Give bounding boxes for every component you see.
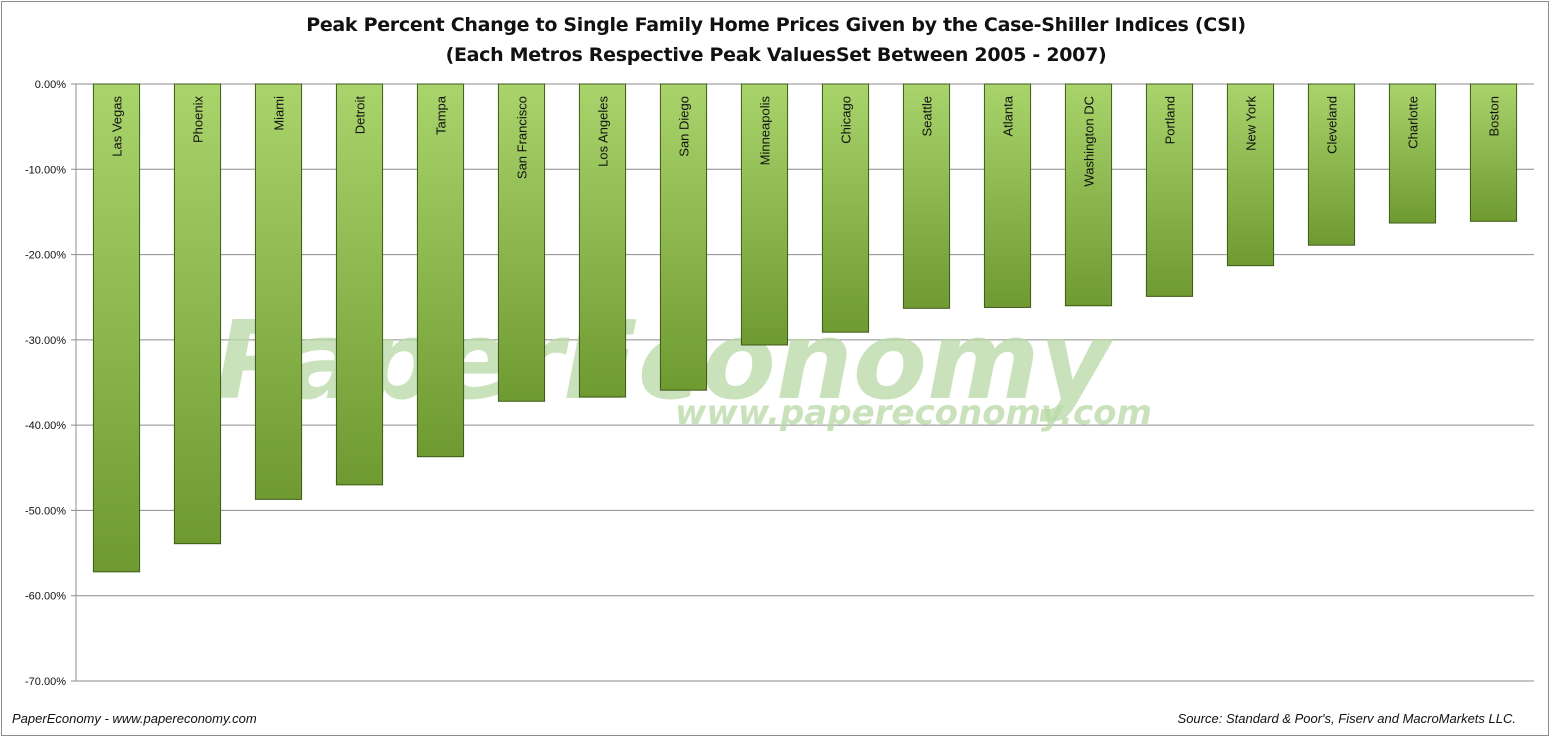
bar-washington-dc xyxy=(1064,83,1113,307)
category-label: San Diego xyxy=(677,96,692,157)
chart-subtitle: (Each Metros Respective Peak ValuesSet B… xyxy=(445,44,1107,66)
bar-cleveland xyxy=(1307,83,1356,246)
category-label: Chicago xyxy=(839,96,854,144)
bar-chicago xyxy=(821,83,870,333)
bar-boston xyxy=(1469,83,1518,222)
gridlines xyxy=(76,83,1534,682)
category-label: Los Angeles xyxy=(596,96,611,167)
y-tick-label: -10.00% xyxy=(25,164,66,176)
y-tick-label: -20.00% xyxy=(25,250,66,262)
bar-minneapolis xyxy=(740,83,789,346)
footer-source: Source: Standard & Poor's, Fiserv and Ma… xyxy=(1177,711,1516,726)
bar-tampa xyxy=(416,83,465,458)
y-tick-label: -40.00% xyxy=(25,420,66,432)
bar-los-angeles xyxy=(578,83,627,398)
bar-phoenix xyxy=(173,83,222,545)
category-label: Las Vegas xyxy=(110,96,125,157)
bar-new-york xyxy=(1226,83,1275,267)
y-tick-label: 0.00% xyxy=(35,79,66,91)
watermark-url: www.papereconomy.com xyxy=(675,393,1152,433)
y-tick-label: -70.00% xyxy=(25,676,66,688)
category-label: Charlotte xyxy=(1406,96,1421,149)
category-label: Detroit xyxy=(353,96,368,135)
y-tick-label: -30.00% xyxy=(25,335,66,347)
bar-san-francisco xyxy=(497,83,546,402)
y-axis: 0.00% -10.00% -20.00% -30.00% -40.00% -50.00%… xyxy=(25,79,77,688)
y-tick-label: -60.00% xyxy=(25,591,66,603)
bar-detroit xyxy=(335,83,384,486)
category-label: Tampa xyxy=(434,95,449,135)
bar-charlotte xyxy=(1388,83,1437,224)
category-label: San Francisco xyxy=(515,96,530,179)
chart-title: Peak Percent Change to Single Family Hom… xyxy=(306,14,1246,36)
bar-las-vegas xyxy=(92,83,141,573)
category-label: Washington DC xyxy=(1082,96,1097,187)
category-label: Boston xyxy=(1487,96,1502,136)
category-label: Seattle xyxy=(920,96,935,136)
bar-seattle xyxy=(902,83,951,309)
category-label: New York xyxy=(1244,96,1259,151)
bar-san-diego xyxy=(659,83,708,391)
bar-miami xyxy=(254,83,303,500)
category-labels: Las Vegas Phoenix Miami Detroit Tampa San Fra… xyxy=(110,95,1502,186)
category-label: Miami xyxy=(272,96,287,131)
footer-credit: PaperEconomy - www.papereconomy.com xyxy=(12,711,257,726)
category-label: Cleveland xyxy=(1325,96,1340,154)
bar-atlanta xyxy=(983,83,1032,308)
category-label: Minneapolis xyxy=(758,96,773,166)
bar-portland xyxy=(1145,83,1194,297)
category-label: Atlanta xyxy=(1001,95,1016,136)
y-tick-label: -50.00% xyxy=(25,505,66,517)
category-label: Phoenix xyxy=(191,96,206,143)
bars xyxy=(92,83,1518,573)
category-label: Portland xyxy=(1163,96,1178,144)
